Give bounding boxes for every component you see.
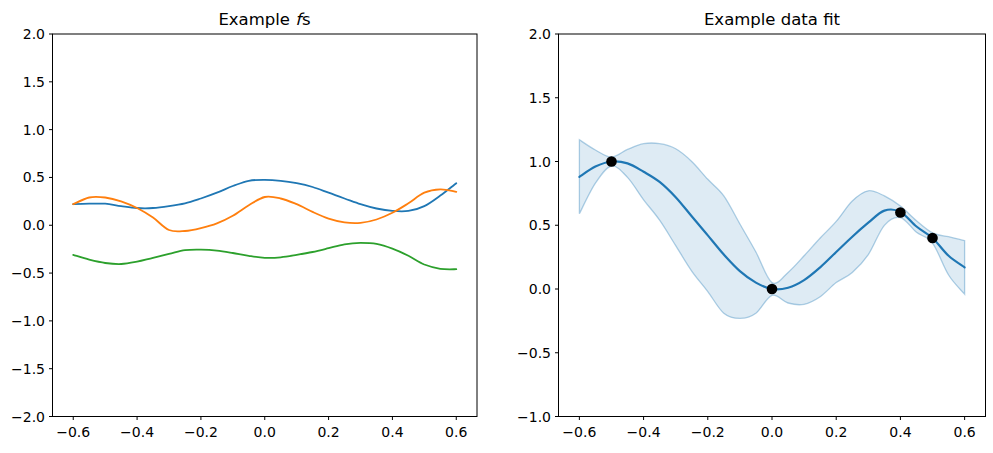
y-tick-label: 2.0: [529, 26, 551, 42]
y-tick-label: 0.5: [23, 169, 45, 185]
x-tick-label: −0.2: [184, 424, 218, 440]
curve-f-sample-1: [73, 180, 456, 212]
observation-point: [927, 233, 938, 244]
x-tick-label: −0.4: [120, 424, 154, 440]
y-tick-label: 0.0: [529, 281, 551, 297]
figure: Example fs −0.6−0.4−0.20.00.20.40.62.01.…: [0, 0, 993, 453]
y-tick-label: 1.0: [23, 122, 45, 138]
left-plot-panel: Example fs −0.6−0.4−0.20.00.20.40.62.01.…: [0, 0, 497, 453]
observation-point: [606, 156, 617, 167]
y-tick-label: −1.0: [11, 313, 45, 329]
y-tick-label: −1.5: [11, 361, 45, 377]
x-tick-label: −0.6: [56, 424, 90, 440]
y-tick-label: 1.5: [529, 90, 551, 106]
y-tick-label: 1.5: [23, 74, 45, 90]
x-tick-label: 0.4: [889, 424, 911, 440]
y-tick-label: 2.0: [23, 26, 45, 42]
y-tick-label: −1.0: [517, 409, 551, 425]
y-tick-label: 0.5: [529, 217, 551, 233]
curve-f-sample-3: [73, 243, 456, 269]
x-tick-label: 0.6: [445, 424, 467, 440]
x-tick-label: −0.4: [627, 424, 661, 440]
y-tick-label: −0.5: [517, 345, 551, 361]
right-plot-panel: Example data fit −0.6−0.4−0.20.00.20.40.…: [497, 0, 993, 453]
observation-point: [895, 207, 906, 218]
x-tick-label: −0.6: [562, 424, 596, 440]
x-tick-label: −0.2: [691, 424, 725, 440]
x-tick-label: 0.4: [381, 424, 403, 440]
x-tick-label: 0.2: [825, 424, 847, 440]
x-tick-label: 0.6: [953, 424, 975, 440]
y-tick-label: 1.0: [529, 154, 551, 170]
y-tick-label: −2.0: [11, 409, 45, 425]
observation-point: [767, 284, 778, 295]
x-tick-label: 0.0: [254, 424, 276, 440]
y-tick-label: 0.0: [23, 217, 45, 233]
axes-frame: [53, 34, 478, 417]
x-tick-label: 0.2: [317, 424, 339, 440]
x-tick-label: 0.0: [761, 424, 783, 440]
right-plot: −0.6 −0.4 −0.2 0.0 0.2 0.4 0.6 2.0 1.5 1.0 0.5 0.0 −…: [497, 0, 993, 453]
y-tick-label: −0.5: [11, 265, 45, 281]
left-plot: −0.6 −0.4 −0.2 0.0 0.2 0.4 0.6 2.0 1.5 1.0 0.5 0.0 −…: [0, 0, 497, 453]
